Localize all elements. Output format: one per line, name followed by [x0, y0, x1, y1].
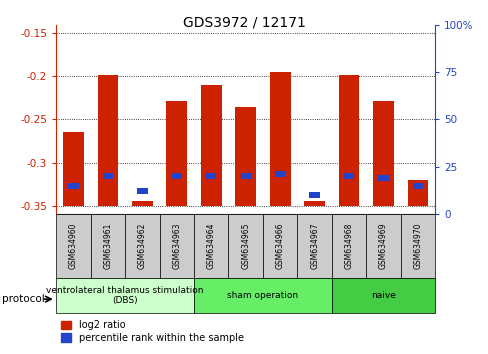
Bar	[56, 278, 194, 313]
Text: ventrolateral thalamus stimulation
(DBS): ventrolateral thalamus stimulation (DBS)	[46, 286, 203, 305]
Bar	[137, 188, 147, 194]
Bar	[263, 214, 297, 278]
Bar	[159, 214, 194, 278]
Text: GSM634968: GSM634968	[344, 223, 353, 269]
Legend: log2 ratio, percentile rank within the sample: log2 ratio, percentile rank within the s…	[61, 320, 243, 343]
Bar	[343, 173, 353, 179]
Bar	[331, 214, 366, 278]
Text: naive: naive	[370, 291, 395, 300]
Bar	[309, 192, 319, 198]
Text: GSM634970: GSM634970	[413, 223, 422, 269]
Text: GSM634962: GSM634962	[138, 223, 146, 269]
Bar	[166, 101, 187, 206]
Bar	[240, 173, 250, 179]
Bar	[205, 173, 216, 179]
Bar	[98, 75, 118, 206]
Bar	[235, 107, 256, 206]
Bar	[366, 214, 400, 278]
Text: GSM634966: GSM634966	[275, 223, 284, 269]
Text: GSM634965: GSM634965	[241, 223, 250, 269]
Bar	[228, 214, 263, 278]
Bar	[56, 214, 90, 278]
Bar	[269, 72, 290, 206]
Bar	[63, 132, 83, 206]
Text: GSM634969: GSM634969	[378, 223, 387, 269]
Bar	[171, 173, 182, 179]
Text: GSM634961: GSM634961	[103, 223, 112, 269]
Text: sham operation: sham operation	[227, 291, 298, 300]
Text: GSM634964: GSM634964	[206, 223, 215, 269]
Bar	[297, 214, 331, 278]
Bar	[194, 278, 331, 313]
Bar	[102, 173, 113, 179]
Text: GSM634967: GSM634967	[309, 223, 319, 269]
Bar	[400, 214, 434, 278]
Bar	[407, 180, 427, 206]
Bar	[412, 183, 422, 189]
Bar	[194, 214, 228, 278]
Bar	[378, 175, 388, 181]
Bar	[372, 101, 393, 206]
Text: GSM634960: GSM634960	[69, 223, 78, 269]
Bar	[68, 183, 79, 189]
Bar	[125, 214, 159, 278]
Text: protocol: protocol	[2, 294, 45, 304]
Bar	[274, 171, 285, 177]
Bar	[132, 201, 152, 206]
Bar	[304, 201, 325, 206]
Bar	[338, 75, 359, 206]
Bar	[90, 214, 125, 278]
Text: GSM634963: GSM634963	[172, 223, 181, 269]
Text: GDS3972 / 12171: GDS3972 / 12171	[183, 16, 305, 30]
Bar	[201, 85, 221, 206]
Bar	[331, 278, 434, 313]
